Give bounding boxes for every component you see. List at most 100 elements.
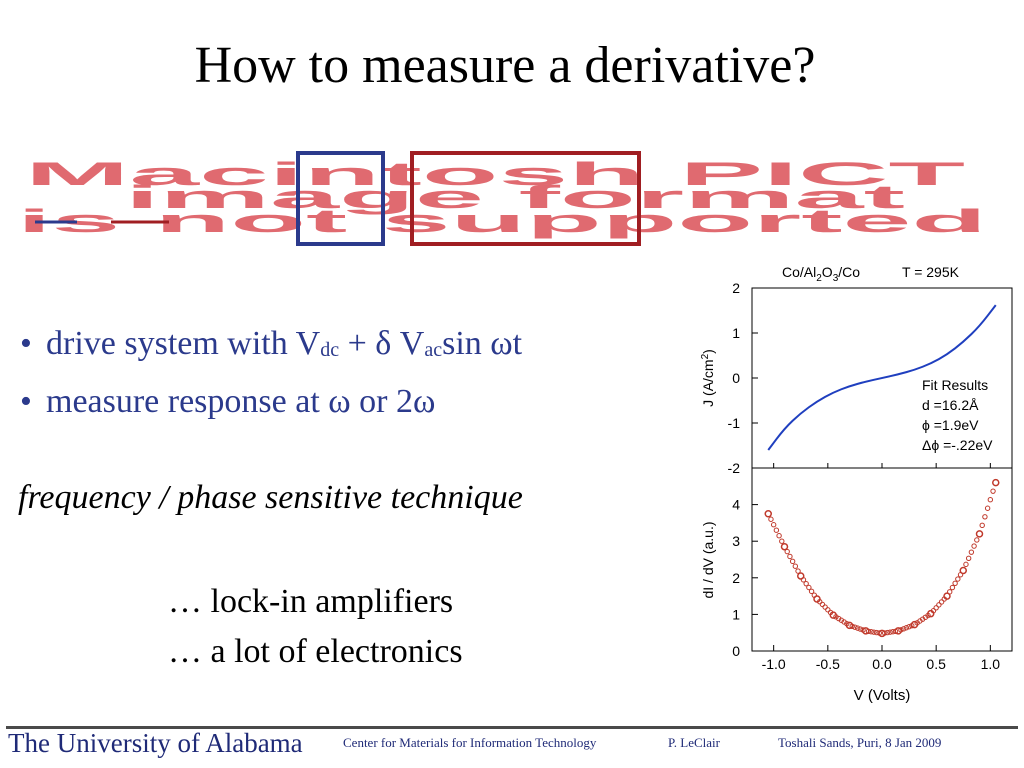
- didv-point: [876, 630, 882, 636]
- bullet-dot: •: [20, 325, 32, 362]
- didv-point: [949, 584, 956, 591]
- didv-point: [884, 629, 891, 636]
- didv-point: [963, 561, 969, 568]
- technique-line: frequency / phase sensitive technique: [18, 479, 523, 516]
- didv-point: [776, 533, 782, 539]
- legend-title: Fit Results: [922, 377, 988, 393]
- legend-line-phi: ϕ =1.9eV: [922, 417, 979, 433]
- legend-line-dphi: Δϕ =-.22eV: [922, 437, 993, 453]
- bottom-ticks: [752, 504, 991, 652]
- didv-point: [933, 605, 939, 611]
- didv-point: [827, 609, 834, 616]
- title-part: O: [822, 264, 833, 280]
- xtick-labels: -1.0 -0.5 0.0 0.5 1.0: [762, 656, 1001, 672]
- didv-point: [768, 516, 774, 522]
- didv-point: [784, 548, 790, 555]
- bullet-text: drive system with V: [46, 325, 321, 362]
- footer-center: Center for Materials for Information Tec…: [343, 735, 597, 750]
- didv-point: [852, 624, 858, 630]
- top-ytick-label: 0: [732, 370, 740, 386]
- didv-point: [779, 538, 785, 544]
- bottom-ytick-label: 2: [732, 570, 740, 586]
- didv-point: [890, 629, 896, 635]
- didv-point: [992, 478, 1000, 487]
- footer-divider: [6, 726, 1018, 729]
- bottom-ytick-label: 4: [732, 497, 740, 513]
- footer-credit: Toshali Sands, Puri, 8 Jan 2009: [778, 735, 942, 750]
- footer-author: P. LeClair: [668, 735, 720, 750]
- placeholder-line-2: image format: [125, 179, 906, 215]
- didv-point: [857, 626, 864, 632]
- top-y-label: J (A/cm2): [700, 349, 716, 407]
- didv-point: [844, 620, 850, 627]
- didv-point: [979, 522, 985, 529]
- xtick-label: -0.5: [816, 656, 840, 672]
- subscript-dc: dc: [320, 339, 340, 361]
- bottom-y-label: dI / dV (a.u.): [700, 521, 716, 598]
- placeholder-line-3: is not supported: [17, 203, 987, 239]
- didv-point: [903, 625, 910, 631]
- ylabel-part: J (A/cm: [700, 359, 716, 406]
- title-part: /Co: [838, 264, 860, 280]
- didv-point: [806, 584, 812, 591]
- xtick-label: 0.5: [926, 656, 946, 672]
- bullet-text: + δ V: [339, 325, 425, 362]
- didv-point: [797, 572, 805, 580]
- ylabel-sup: 2: [700, 353, 711, 359]
- didv-point: [938, 599, 945, 605]
- didv-point: [871, 629, 877, 635]
- unsupported-image-placeholder: Macintosh PICT image format is not suppo…: [17, 151, 987, 246]
- didv-point: [822, 604, 828, 610]
- didv-point: [906, 624, 912, 630]
- bullet-drive: • drive system with Vdc + δ Vacsin ωt: [20, 318, 660, 376]
- footer-university: The University of Alabama: [8, 728, 303, 758]
- didv-point: [900, 626, 907, 632]
- didv-point: [955, 576, 961, 582]
- didv-point: [780, 542, 789, 551]
- didv-point: [965, 555, 972, 561]
- didv-point: [936, 602, 942, 608]
- didv-point: [982, 514, 988, 520]
- top-ytick-labels: 2 1 0 -1 -2: [728, 280, 741, 476]
- didv-point: [957, 572, 964, 578]
- didv-point: [770, 522, 777, 528]
- didv-point: [968, 549, 975, 555]
- fit-results-legend: Fit Results d =16.2Å ϕ =1.9eV Δϕ =-.22eV: [922, 377, 993, 453]
- bullet-measure: • measure response at ω or 2ω: [20, 376, 660, 428]
- legend-line-d: d =16.2Å: [922, 397, 979, 413]
- didv-point: [825, 607, 831, 613]
- didv-point: [787, 553, 793, 560]
- didv-point: [925, 612, 931, 619]
- didv-point: [975, 530, 984, 538]
- didv-point: [984, 505, 991, 511]
- didv-point: [800, 577, 807, 583]
- didv-point: [987, 497, 994, 503]
- bullet-text: sin ωt: [442, 325, 523, 362]
- didv-point: [792, 563, 799, 569]
- didv-series-points: [764, 478, 1000, 638]
- didv-point: [930, 608, 937, 614]
- didv-point: [941, 596, 947, 602]
- note-lockin: … lock-in amplifiers: [168, 583, 454, 620]
- didv-point: [943, 592, 951, 600]
- didv-point: [971, 543, 977, 549]
- didv-point: [811, 592, 817, 598]
- didv-point: [854, 625, 861, 631]
- chart-temperature: T = 295K: [902, 264, 960, 280]
- didv-point: [789, 558, 796, 565]
- didv-point: [974, 537, 980, 543]
- didv-point: [773, 527, 780, 533]
- note-electronics: … a lot of electronics: [168, 633, 463, 670]
- ylabel-part: ): [700, 349, 716, 354]
- bottom-ytick-label: 0: [732, 643, 740, 659]
- bottom-ytick-label: 1: [732, 606, 740, 622]
- top-ticks: [752, 287, 991, 469]
- didv-point: [817, 599, 823, 605]
- bullet-list: • drive system with Vdc + δ Vacsin ωt • me…: [20, 318, 660, 428]
- placeholder-blue-box: [296, 151, 385, 246]
- bottom-ytick-label: 3: [732, 533, 740, 549]
- title-sub: 2: [816, 273, 822, 284]
- xtick-label: 1.0: [981, 656, 1001, 672]
- didv-point: [909, 622, 915, 629]
- x-axis-label: V (Volts): [854, 687, 911, 704]
